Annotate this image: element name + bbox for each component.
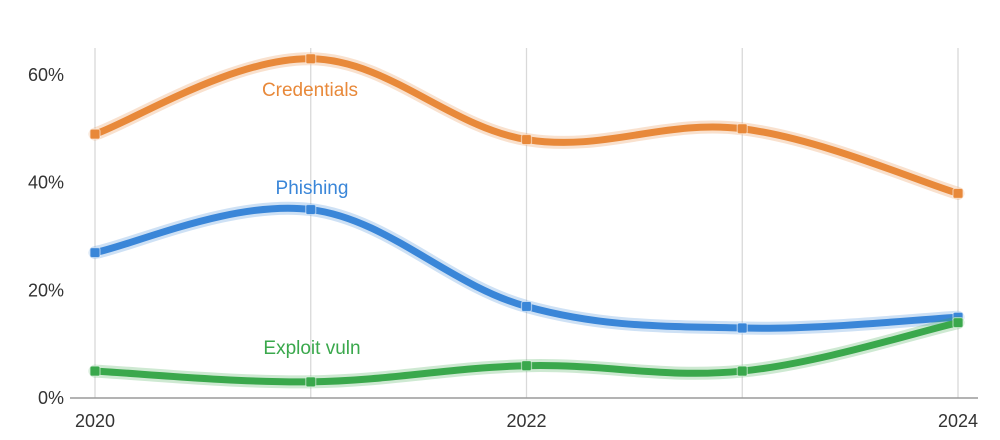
data-point-exploit-vuln-3 (736, 365, 748, 377)
series-labels: Credentials Phishing Exploit vuln (262, 80, 361, 359)
x-tick-label: 2024 (938, 411, 978, 431)
data-point-credentials-0 (89, 128, 101, 140)
grid (94, 48, 959, 398)
data-point-phishing-0 (89, 247, 101, 259)
x-tick-label: 2022 (506, 411, 546, 431)
y-tick-label: 0% (38, 388, 64, 408)
y-tick-label: 60% (28, 65, 64, 85)
data-point-phishing-2 (520, 300, 533, 313)
y-tick-label: 40% (28, 173, 64, 193)
data-point-exploit-vuln-0 (89, 365, 101, 377)
x-tick-label: 2020 (75, 411, 115, 431)
data-point-credentials-4 (952, 187, 964, 199)
data-point-credentials-1 (305, 53, 317, 65)
series (88, 52, 965, 389)
data-point-credentials-2 (520, 133, 533, 146)
series-label-phishing: Phishing (276, 178, 349, 199)
data-point-phishing-3 (736, 322, 748, 334)
data-point-exploit-vuln-1 (305, 376, 317, 388)
data-point-credentials-3 (736, 123, 748, 135)
y-tick-label: 20% (28, 280, 64, 300)
data-point-exploit-vuln-2 (520, 360, 533, 372)
axes: 0% 20% 40% 60% 2020 2022 2024 (28, 65, 978, 431)
data-point-exploit-vuln-4 (952, 317, 964, 329)
data-point-phishing-1 (305, 203, 317, 216)
series-label-credentials: Credentials (262, 80, 358, 101)
series-label-exploit-vuln: Exploit vuln (263, 338, 360, 359)
